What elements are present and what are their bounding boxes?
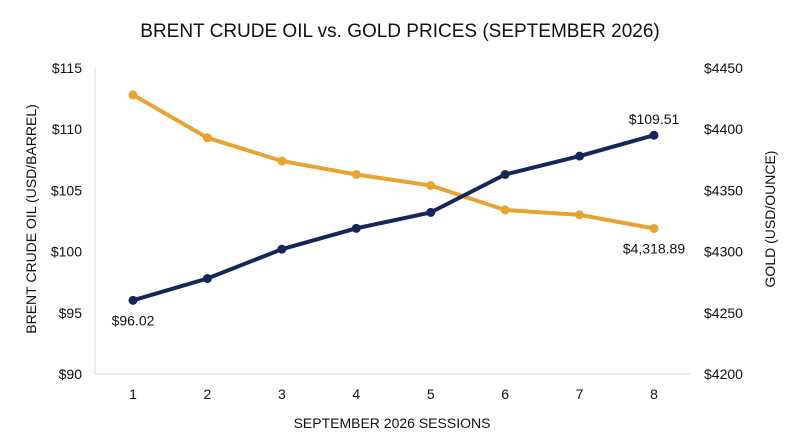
chart-title: BRENT CRUDE OIL vs. GOLD PRICES (SEPTEMB… — [140, 21, 659, 42]
series-1-point — [202, 133, 212, 143]
series-0-point — [500, 169, 510, 179]
left-axis-ticks: $90 $95 $100 $105 $110 $115 — [51, 60, 82, 382]
series-0-line — [131, 133, 656, 303]
x-tick-label: 1 — [129, 386, 137, 402]
x-tick-label: 5 — [427, 386, 435, 402]
y-left-tick-label: $90 — [59, 366, 83, 382]
series-layer — [128, 90, 659, 305]
x-tick-label: 4 — [352, 386, 360, 402]
series-0-point — [128, 295, 138, 305]
y-right-tick-label: $4450 — [704, 60, 743, 76]
series-1-point — [351, 169, 361, 179]
data-label: $109.51 — [629, 111, 680, 127]
data-labels: $96.02 $109.51 $4,318.89 — [112, 111, 686, 328]
x-axis-ticks: 1 2 3 4 5 6 7 8 — [129, 386, 658, 402]
right-axis-ticks: $4200 $4250 $4300 $4350 $4400 $4450 — [704, 60, 743, 382]
series-1-point — [575, 210, 585, 220]
series-1-line — [131, 92, 656, 231]
y-right-tick-label: $4250 — [704, 305, 743, 321]
y-left-tick-label: $95 — [59, 305, 83, 321]
y-right-tick-label: $4300 — [704, 244, 743, 260]
series-1-point — [128, 90, 138, 100]
data-label: $4,318.89 — [623, 240, 685, 256]
x-tick-label: 2 — [204, 386, 212, 402]
x-tick-label: 6 — [501, 386, 509, 402]
series-1-point — [649, 223, 659, 233]
series-0-point — [575, 151, 585, 161]
y-left-tick-label: $105 — [51, 182, 82, 198]
x-axis-title: SEPTEMBER 2026 SESSIONS — [294, 415, 491, 431]
series-0-point — [202, 274, 212, 284]
y-right-tick-label: $4350 — [704, 182, 743, 198]
y-left-tick-label: $110 — [52, 121, 82, 137]
series-0-point — [351, 223, 361, 233]
y-axis-right-title: GOLD (USD/OUNCE) — [762, 151, 778, 288]
x-tick-label: 7 — [576, 386, 584, 402]
y-axis-left-title: BRENT CRUDE OIL (USD/BARREL) — [23, 104, 39, 333]
data-label: $96.02 — [112, 312, 155, 328]
series-0-point — [277, 244, 287, 254]
x-tick-label: 8 — [650, 386, 658, 402]
y-left-tick-label: $100 — [51, 244, 82, 260]
series-1-point — [277, 156, 287, 166]
series-0-point — [426, 207, 436, 217]
y-left-tick-label: $115 — [52, 60, 82, 76]
x-tick-label: 3 — [278, 386, 286, 402]
series-1-point — [426, 181, 436, 191]
y-right-tick-label: $4400 — [704, 121, 743, 137]
series-1-point — [500, 205, 510, 215]
series-0-point — [649, 130, 659, 140]
y-right-tick-label: $4200 — [704, 366, 743, 382]
